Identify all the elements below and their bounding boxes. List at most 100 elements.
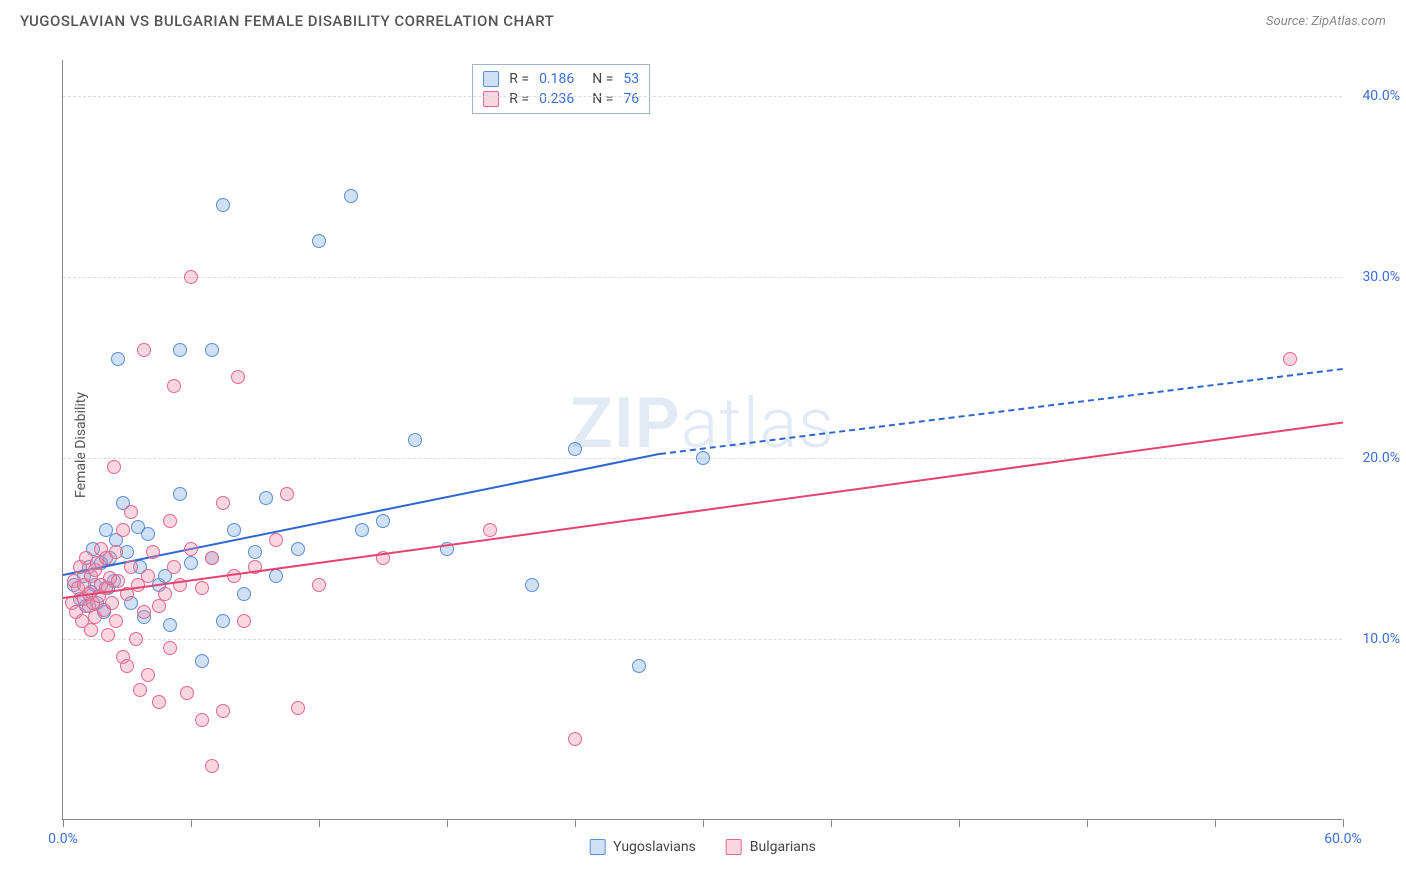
stats-legend-box: R = 0.186 N = 53 R = 0.236 N = 76	[472, 64, 650, 114]
data-point	[167, 379, 181, 393]
x-tick	[703, 819, 704, 827]
data-point	[205, 343, 219, 357]
data-point	[109, 545, 123, 559]
x-tick	[191, 819, 192, 827]
data-point	[237, 614, 251, 628]
y-tick-label: 30.0%	[1362, 269, 1400, 285]
stats-row: R =0.186N =53	[483, 69, 639, 89]
legend-item: Bulgarians	[726, 839, 816, 855]
data-point	[216, 496, 230, 510]
data-point	[195, 581, 209, 595]
data-point	[105, 596, 119, 610]
data-point	[231, 370, 245, 384]
data-point	[120, 659, 134, 673]
series-swatch	[483, 71, 499, 87]
data-point	[111, 574, 125, 588]
data-point	[355, 523, 369, 537]
data-point	[124, 560, 138, 574]
data-point	[111, 352, 125, 366]
legend-swatch	[589, 839, 605, 855]
stat-r-value: 0.236	[539, 91, 574, 107]
data-point	[129, 632, 143, 646]
chart-title: YUGOSLAVIAN VS BULGARIAN FEMALE DISABILI…	[20, 12, 554, 30]
x-tick	[1215, 819, 1216, 827]
gridline	[63, 277, 1342, 278]
gridline	[63, 96, 1342, 97]
data-point	[227, 523, 241, 537]
data-point	[141, 527, 155, 541]
data-point	[269, 569, 283, 583]
x-tick-label: 60.0%	[1324, 831, 1362, 847]
x-tick	[831, 819, 832, 827]
data-point	[280, 487, 294, 501]
data-point	[163, 514, 177, 528]
data-point	[195, 713, 209, 727]
data-point	[237, 587, 251, 601]
data-point	[205, 759, 219, 773]
data-point	[483, 523, 497, 537]
data-point	[205, 551, 219, 565]
x-tick	[319, 819, 320, 827]
data-point	[163, 618, 177, 632]
data-point	[152, 599, 166, 613]
data-point	[216, 198, 230, 212]
data-point	[184, 270, 198, 284]
data-point	[291, 701, 305, 715]
x-tick	[447, 819, 448, 827]
data-point	[269, 533, 283, 547]
data-point	[163, 641, 177, 655]
data-point	[141, 668, 155, 682]
data-point	[568, 442, 582, 456]
data-point	[124, 505, 138, 519]
data-point	[152, 695, 166, 709]
x-tick	[959, 819, 960, 827]
data-point	[632, 659, 646, 673]
x-tick	[1343, 819, 1344, 827]
data-point	[291, 542, 305, 556]
trend-line-extrapolated	[660, 368, 1343, 455]
stat-r-value: 0.186	[539, 71, 574, 87]
series-swatch	[483, 91, 499, 107]
data-point	[173, 343, 187, 357]
data-point	[216, 704, 230, 718]
data-point	[184, 542, 198, 556]
data-point	[158, 587, 172, 601]
y-tick-label: 40.0%	[1362, 88, 1400, 104]
stat-n-label: N =	[592, 71, 613, 87]
data-point	[248, 545, 262, 559]
legend-item: Yugoslavians	[589, 839, 696, 855]
data-point	[167, 560, 181, 574]
legend-swatch	[726, 839, 742, 855]
data-point	[173, 487, 187, 501]
data-point	[107, 460, 121, 474]
data-point	[259, 491, 273, 505]
data-point	[312, 578, 326, 592]
x-tick	[63, 819, 64, 827]
data-point	[216, 614, 230, 628]
data-point	[146, 545, 160, 559]
stat-n-value: 53	[623, 71, 639, 87]
data-point	[696, 451, 710, 465]
data-point	[137, 343, 151, 357]
data-point	[84, 623, 98, 637]
stat-r-label: R =	[509, 91, 529, 107]
legend-label: Yugoslavians	[613, 839, 696, 855]
legend-label: Bulgarians	[750, 839, 816, 855]
y-tick-label: 10.0%	[1362, 631, 1400, 647]
stats-row: R = 0.236 N = 76	[483, 89, 639, 109]
data-point	[525, 578, 539, 592]
x-tick	[1087, 819, 1088, 827]
series-legend: Yugoslavians Bulgarians	[589, 839, 816, 855]
data-point	[312, 234, 326, 248]
data-point	[184, 556, 198, 570]
y-tick-label: 20.0%	[1362, 450, 1400, 466]
data-point	[1283, 352, 1297, 366]
data-point	[180, 686, 194, 700]
stat-n-value: 76	[623, 91, 639, 107]
data-point	[195, 654, 209, 668]
x-tick	[575, 819, 576, 827]
data-point	[376, 514, 390, 528]
stat-n-label: N =	[592, 91, 613, 107]
data-point	[141, 569, 155, 583]
x-tick-label: 0.0%	[48, 831, 78, 847]
